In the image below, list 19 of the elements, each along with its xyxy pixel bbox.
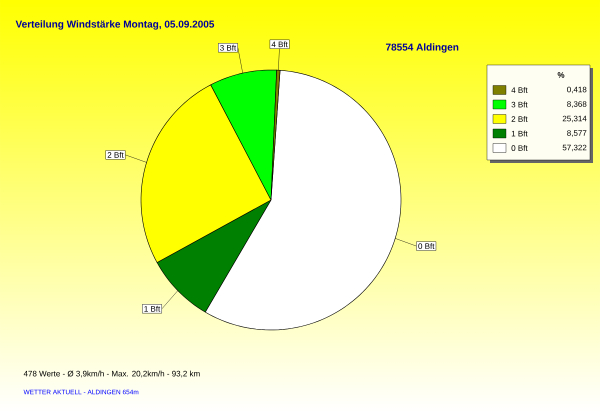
slice-label: 2 Bft bbox=[108, 152, 124, 158]
slice-label: 1 Bft bbox=[144, 306, 160, 312]
legend-label: 2 Bft bbox=[512, 116, 528, 122]
legend-label: 4 Bft bbox=[511, 87, 528, 93]
legend-title: % bbox=[558, 72, 564, 78]
data-label: 0,418 bbox=[567, 86, 586, 94]
chart-title: Verteilung Windstärke Montag, 05.09.2005 bbox=[16, 20, 214, 30]
data-label: 25,314 bbox=[562, 116, 587, 122]
data-label: 8,368 bbox=[567, 101, 586, 108]
slice-label: 0 Bft bbox=[418, 243, 434, 249]
text: 478 Werte - Ø 3,9km/h - Max. 20,2km/h - 93,2 km bbox=[24, 370, 200, 378]
legend-label: 3 Bft bbox=[511, 102, 528, 108]
slice-label: 3 Bft bbox=[220, 44, 236, 51]
data-label: 57,322 bbox=[562, 144, 586, 152]
legend-label: 1 Bft bbox=[512, 130, 528, 136]
slice-label: 4 Bft bbox=[272, 41, 288, 48]
chart-subtitle: 78554 Aldingen bbox=[386, 43, 458, 53]
legend-label: 0 Bft bbox=[512, 145, 528, 151]
data-label: 8,577 bbox=[567, 130, 586, 137]
